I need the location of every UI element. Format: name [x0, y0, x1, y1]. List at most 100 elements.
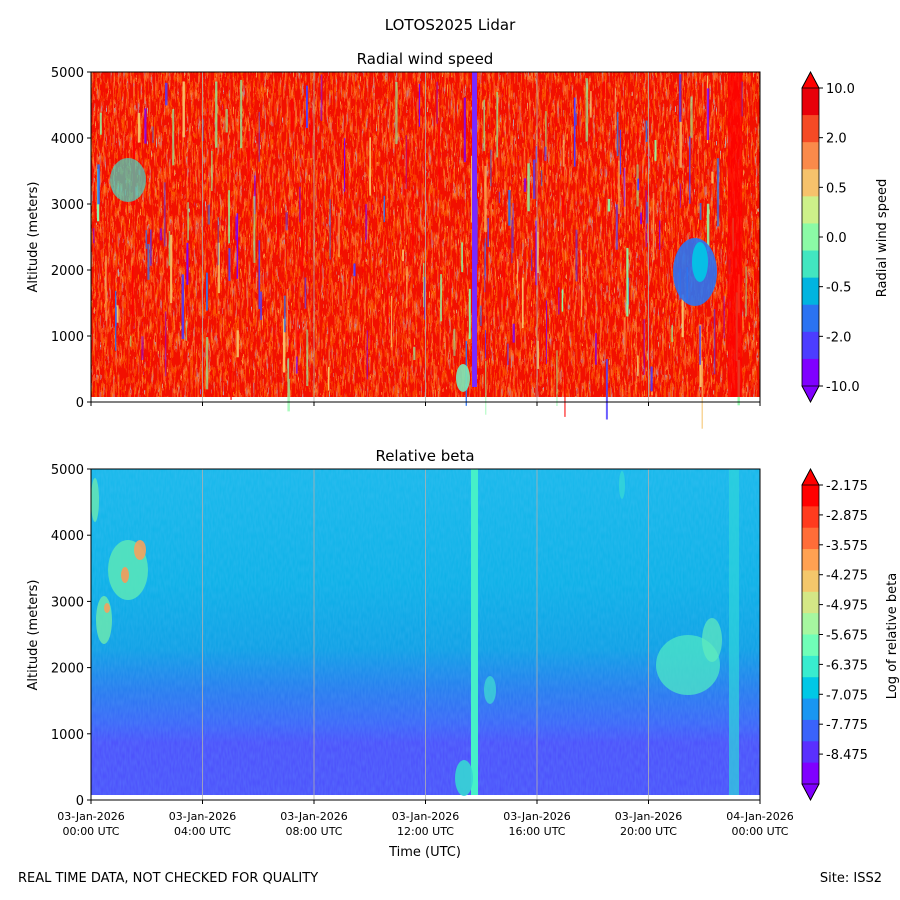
colorbar-tick-label: -7.775 [826, 718, 868, 733]
wind-streak [99, 112, 102, 135]
wind-streak [616, 111, 619, 157]
wind-streak [561, 289, 564, 312]
wind-streak [706, 203, 710, 252]
colorbar-tick-label: -6.375 [826, 658, 868, 673]
wind-streak [395, 82, 398, 145]
wind-streak [640, 212, 642, 225]
wind-streak [186, 320, 188, 341]
wind-streak [614, 88, 617, 129]
colorbar-tick-label: -4.275 [826, 569, 868, 584]
x-tick-date: 03-Jan-2026 [57, 810, 125, 823]
wind-streak [575, 112, 577, 126]
colorbar-extend-under [801, 783, 820, 801]
y-tick-label: 5000 [51, 66, 84, 81]
wind-streak [573, 97, 576, 167]
wind-streak [287, 358, 290, 412]
wind-streak [289, 340, 291, 379]
wind-streak [97, 164, 100, 205]
wind-streak [679, 183, 681, 208]
wind-streak [320, 74, 323, 121]
wind-streak [137, 112, 141, 143]
colorbar-tick-label: 0.5 [826, 181, 847, 196]
wind-streak [369, 137, 371, 196]
wind-streak [152, 126, 154, 143]
wind-streak [650, 77, 652, 124]
wind-streak [461, 242, 463, 273]
wind-streak [297, 330, 300, 355]
x-tick-time: 00:00 UTC [62, 825, 119, 838]
footer-site: Site: ISS2 [820, 871, 882, 886]
wind-streak [536, 340, 539, 369]
wind-streak [285, 212, 288, 231]
wind-streak [274, 325, 277, 343]
x-tick-date: 03-Jan-2026 [280, 810, 348, 823]
wind-streak [402, 178, 405, 196]
wind-streak [369, 335, 372, 350]
wind-streak [228, 248, 231, 281]
figure-suptitle: LOTOS2025 Lidar [385, 16, 516, 34]
wind-streak [535, 146, 537, 163]
wind-streak [701, 361, 703, 429]
colorbar-extend-over [801, 468, 820, 486]
wind-streak [624, 167, 626, 215]
colorbar-segment [802, 698, 819, 721]
wind-patch-left [110, 158, 146, 202]
y-tick-label: 1000 [51, 728, 84, 743]
wind-streak [253, 196, 256, 263]
colorbar-tick-label: -3.575 [826, 539, 868, 554]
wind-streak [440, 274, 442, 322]
colorbar-segment [802, 250, 819, 279]
wind-streak [681, 294, 684, 338]
wind-streak [562, 139, 565, 167]
wind-streak [144, 108, 147, 144]
wind-streak [717, 119, 720, 130]
wind-streak [654, 140, 657, 161]
wind-streak [172, 109, 175, 166]
colorbar-segment [802, 677, 819, 699]
wind-streak [603, 81, 606, 99]
beta-colorbar: -2.175 -2.875 -3.575 -4.275 -4.975 -5.675 -6.3… [801, 468, 868, 801]
wind-streak [225, 109, 228, 133]
x-tick-time: 08:00 UTC [285, 825, 342, 838]
wind-streak [328, 367, 330, 391]
y-tick-label: 5000 [51, 463, 84, 478]
wind-streak [498, 191, 500, 204]
colorbar-segment [802, 613, 819, 635]
y-tick-label: 1000 [51, 330, 84, 345]
wind-streak [485, 330, 486, 359]
wind-streak [645, 120, 648, 142]
wind-streak [259, 291, 263, 320]
wind-streak [499, 281, 502, 293]
wind-streak [129, 335, 132, 347]
wind-streak [511, 220, 513, 264]
beta-aerosol-column [471, 469, 478, 795]
x-tick-date: 03-Jan-2026 [169, 810, 237, 823]
wind-streak [310, 107, 313, 159]
wind-streak [637, 178, 640, 191]
colorbar-segment [802, 169, 819, 197]
wind-streak [483, 99, 485, 152]
wind-streak [228, 190, 230, 244]
x-tick-time: 04:00 UTC [174, 825, 231, 838]
colorbar-segment [802, 655, 819, 678]
y-tick-label: 2000 [51, 264, 84, 279]
wind-colorbar: 10.0 2.0 0.5 0.0 -0.5 -2.0 -10.0 [801, 71, 860, 403]
wind-streak [306, 329, 309, 386]
beta-panel-title: Relative beta [375, 447, 474, 465]
y-tick-label: 4000 [51, 529, 84, 544]
wind-streak [406, 266, 408, 309]
colorbar-tick-label: -10.0 [826, 380, 860, 395]
x-tick-date: 03-Jan-2026 [615, 810, 683, 823]
colorbar-outline [801, 468, 820, 801]
wind-streak [283, 295, 286, 333]
wind-streak [277, 182, 280, 248]
colorbar-tick-label: -4.975 [826, 599, 868, 614]
colorbar-segment [802, 591, 819, 614]
wind-streak [589, 91, 592, 118]
colorbar-segment [802, 570, 819, 593]
colorbar-segment [802, 634, 819, 657]
x-tick-date: 03-Jan-2026 [392, 810, 460, 823]
wind-streak [476, 198, 479, 265]
wind-streak [282, 318, 286, 373]
beta-cloud-top [619, 471, 625, 499]
